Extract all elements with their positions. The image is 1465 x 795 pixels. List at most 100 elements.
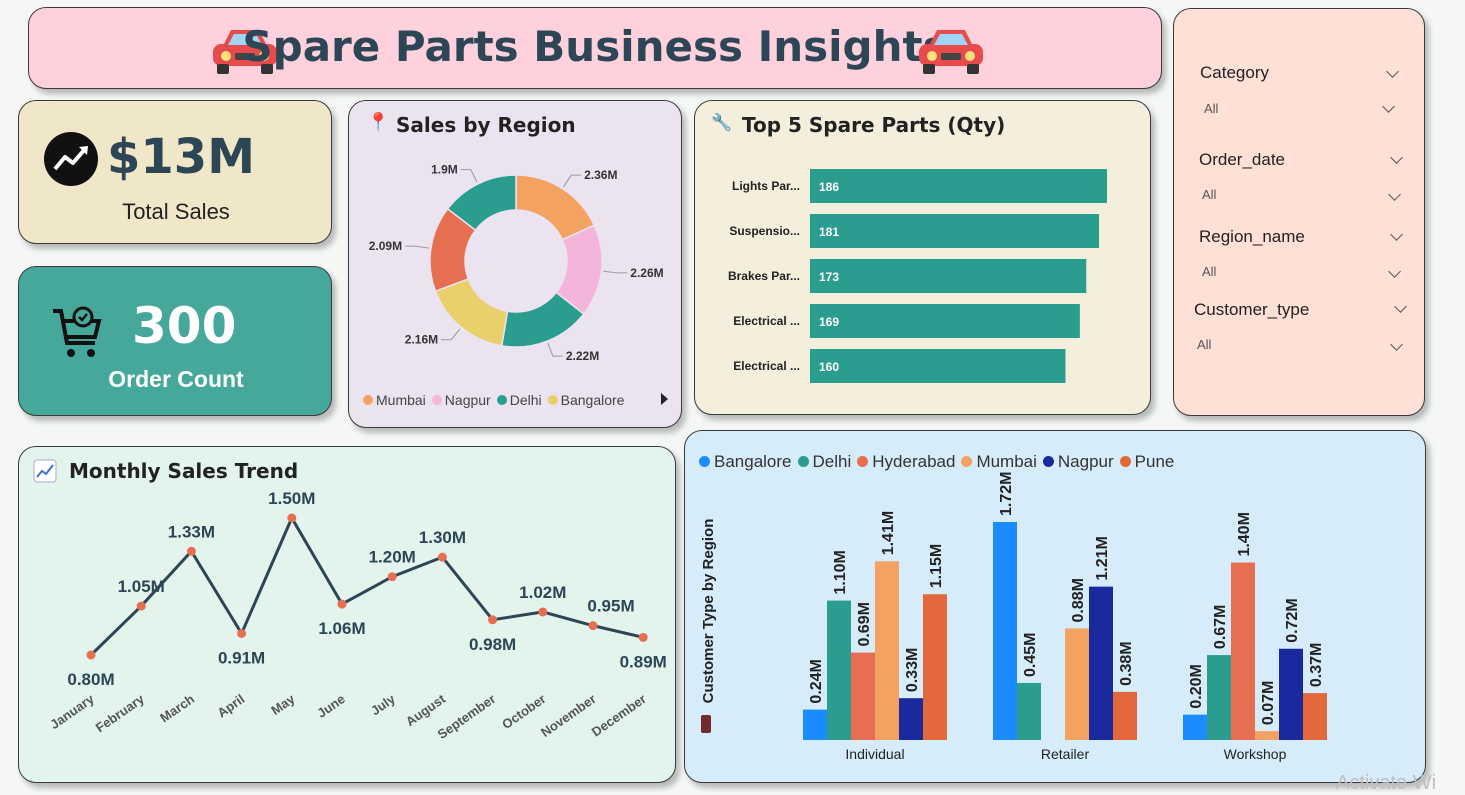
legend-item-pune[interactable]: Pune — [1119, 452, 1175, 471]
top-parts-chart: Lights Par... 186 Suspensio... 181 Brakes Pa… — [728, 169, 1107, 383]
region-bar[interactable] — [1303, 693, 1327, 740]
filter-customer-type-label: Customer_type — [1194, 300, 1310, 319]
legend-label: Nagpur — [1057, 452, 1114, 471]
trend-point[interactable] — [287, 513, 297, 523]
top-part-bar[interactable] — [810, 214, 1100, 248]
region-bar[interactable] — [803, 709, 827, 740]
sales-by-region-chart: 2.36M 2.26M 2.22M 2.16M 2.09M 1.9M — [369, 163, 664, 364]
region-bar[interactable] — [1113, 691, 1137, 740]
trend-data-label: 1.20M — [369, 548, 416, 567]
legend-item-mumbai[interactable]: Mumbai — [961, 452, 1037, 471]
chevron-down-icon[interactable] — [1390, 338, 1403, 351]
region-bar[interactable] — [827, 600, 851, 740]
order-count-value: 300 — [132, 297, 237, 355]
chevron-down-icon[interactable] — [1388, 265, 1401, 278]
donut-data-label: 2.16M — [405, 333, 438, 347]
region-bar[interactable] — [1017, 682, 1041, 740]
legend-item-mumbai[interactable]: Mumbai — [363, 392, 426, 408]
total-sales-card: $13M Total Sales — [18, 100, 332, 244]
legend-item-nagpur[interactable]: Nagpur — [1042, 452, 1114, 471]
chevron-down-icon[interactable] — [1388, 188, 1401, 201]
filters-panel: Category All Order_date All Region_name … — [1173, 8, 1425, 416]
customer-type-chart: Customer Type by Region 0.24M 1.10M 0.69M 1.… — [700, 472, 1327, 762]
top-parts-title: Top 5 Spare Parts (Qty) — [742, 113, 1006, 137]
region-bar[interactable] — [851, 652, 875, 740]
sales-by-region-title: Sales by Region — [396, 113, 576, 137]
filter-region-value[interactable]: All — [1202, 264, 1217, 279]
filter-region-label: Region_name — [1199, 227, 1305, 246]
trend-point[interactable] — [136, 601, 146, 611]
order-count-card: 300 Order Count — [18, 266, 332, 416]
top-part-bar[interactable] — [810, 169, 1107, 203]
bar-value-label: 186 — [819, 180, 839, 194]
chevron-down-icon[interactable] — [1390, 228, 1403, 241]
trend-point[interactable] — [588, 621, 598, 631]
trend-point[interactable] — [387, 572, 397, 582]
region-bar[interactable] — [1207, 655, 1231, 740]
bar-data-label: 1.10M — [832, 550, 849, 594]
legend-item-bangalore[interactable]: Bangalore — [699, 452, 792, 471]
donut-data-label: 2.22M — [566, 349, 599, 363]
top-part-bar[interactable] — [810, 349, 1066, 383]
donut-data-label: 2.26M — [630, 266, 663, 280]
region-bar[interactable] — [1065, 628, 1089, 740]
bar-category-label: Brakes Par... — [728, 269, 800, 283]
trend-point[interactable] — [538, 607, 548, 617]
activation-watermark: Activate Wi — [1336, 772, 1437, 794]
legend-label: Nagpur — [444, 392, 491, 408]
region-bar[interactable] — [993, 522, 1017, 740]
trend-point[interactable] — [186, 546, 196, 556]
bar-data-label: 0.38M — [1118, 641, 1135, 685]
wrench-icon: 🔧 — [711, 113, 733, 132]
trend-point[interactable] — [237, 628, 247, 638]
legend-item-delhi[interactable]: Delhi — [496, 392, 542, 408]
bar-value-label: 173 — [819, 270, 839, 284]
region-bar[interactable] — [1089, 586, 1113, 740]
donut-leader-line — [441, 328, 461, 341]
region-bar[interactable] — [1183, 714, 1207, 740]
filter-category-value[interactable]: All — [1204, 101, 1219, 116]
donut-leader-line — [563, 174, 582, 188]
region-bar[interactable] — [1255, 731, 1279, 740]
legend-item-bangalore[interactable]: Bangalore — [547, 392, 624, 408]
trend-point[interactable] — [488, 615, 498, 625]
legend-item-hyderabad[interactable]: Hyderabad — [857, 452, 955, 471]
region-legend: Mumbai Nagpur Delhi Bangalore — [363, 392, 630, 408]
chevron-down-icon[interactable] — [1382, 100, 1395, 113]
chevron-down-icon[interactable] — [1390, 151, 1403, 164]
region-bar[interactable] — [899, 698, 923, 740]
legend-next-arrow[interactable] — [661, 393, 668, 405]
legend-label: Hyderabad — [872, 452, 956, 471]
trend-point[interactable] — [337, 599, 347, 609]
bar-data-label: 0.45M — [1022, 632, 1039, 676]
region-bar[interactable] — [1279, 648, 1303, 740]
top-part-bar[interactable] — [810, 304, 1080, 338]
trend-point[interactable] — [638, 632, 648, 642]
bar-category-label: Suspensio... — [729, 224, 800, 238]
month-axis-label: June — [314, 691, 347, 721]
trend-point[interactable] — [437, 552, 447, 562]
filter-customer-type-value[interactable]: All — [1197, 337, 1212, 352]
bar-data-label: 0.07M — [1260, 681, 1277, 725]
legend-item-delhi[interactable]: Delhi — [797, 452, 851, 471]
donut-slice-region-5[interactable] — [446, 174, 517, 232]
bar-value-label: 181 — [819, 225, 839, 239]
bar-value-label: 160 — [819, 360, 839, 374]
legend-label: Bangalore — [714, 452, 792, 471]
donut-slice-bangalore[interactable] — [434, 277, 509, 347]
filter-order-date-value[interactable]: All — [1202, 187, 1217, 202]
donut-data-label: 2.09M — [369, 239, 402, 253]
car-icon — [919, 30, 983, 74]
region-bar[interactable] — [1231, 562, 1255, 740]
trend-point[interactable] — [86, 650, 96, 660]
trend-data-label: 1.05M — [118, 577, 165, 596]
chevron-down-icon[interactable] — [1386, 65, 1399, 78]
region-bar[interactable] — [923, 594, 947, 740]
chevron-down-icon[interactable] — [1394, 300, 1407, 313]
top-part-bar[interactable] — [810, 259, 1087, 293]
region-bar[interactable] — [875, 561, 899, 740]
legend-item-nagpur[interactable]: Nagpur — [431, 392, 491, 408]
legend-label: Pune — [1134, 452, 1175, 471]
legend-label: Mumbai — [976, 452, 1037, 471]
trend-data-label: 1.30M — [419, 528, 466, 547]
